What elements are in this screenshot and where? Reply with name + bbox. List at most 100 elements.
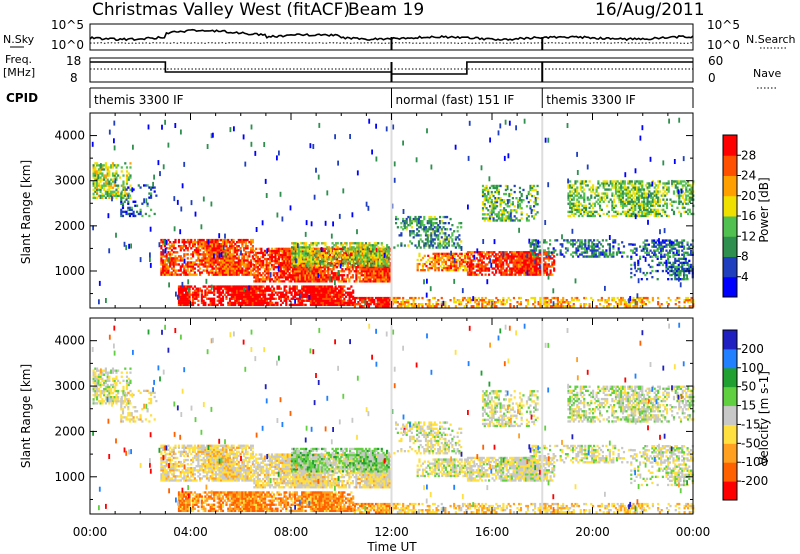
- power-cell: [115, 176, 118, 179]
- power-cell: [536, 255, 539, 258]
- power-cell: [223, 243, 226, 246]
- power-cell: [337, 274, 340, 277]
- power-cell: [312, 248, 315, 251]
- power-cell: [225, 245, 228, 248]
- power-cell: [353, 266, 356, 269]
- power-cell: [120, 190, 123, 193]
- power-cell: [348, 268, 351, 271]
- power-cell: [311, 276, 314, 279]
- power-cell: [103, 186, 106, 189]
- power-cell: [223, 251, 226, 254]
- power-cell: [340, 250, 343, 253]
- power-cell: [256, 274, 259, 277]
- power-cell: [220, 245, 223, 248]
- power-cell: [321, 272, 325, 275]
- power-cell: [111, 192, 115, 196]
- power-cell: [236, 269, 239, 272]
- power-cell: [593, 196, 596, 199]
- power-cell: [174, 255, 177, 258]
- power-cell: [576, 190, 579, 193]
- power-cell: [237, 257, 240, 260]
- power-cell: [576, 180, 579, 183]
- power-cell: [185, 253, 188, 256]
- power-cell: [496, 253, 499, 256]
- power-cell: [612, 255, 615, 258]
- power-cell: [250, 259, 253, 262]
- power-cell: [106, 174, 109, 177]
- power-cell: [349, 244, 352, 247]
- power-cell: [260, 274, 263, 277]
- freq-label-line1: Freq.: [5, 53, 32, 66]
- power-cell: [179, 247, 182, 250]
- power-cell: [614, 241, 617, 244]
- power-cell: [340, 254, 343, 257]
- power-cell: [321, 247, 325, 251]
- power-cell: [366, 250, 369, 253]
- power-cell: [243, 253, 246, 256]
- power-cell: [337, 247, 340, 251]
- power-cell: [223, 269, 226, 272]
- power-cell: [490, 192, 493, 196]
- power-cell: [317, 264, 320, 267]
- power-cell: [200, 247, 203, 250]
- power-cell: [108, 182, 111, 185]
- power-cell: [338, 256, 341, 259]
- power-cell: [511, 201, 514, 204]
- power-cell: [377, 250, 380, 253]
- power-cell: [418, 254, 421, 258]
- power-cell: [343, 299, 346, 302]
- power-cell: [382, 250, 385, 253]
- power-cell: [307, 274, 310, 277]
- power-cell: [327, 262, 331, 265]
- power-cell: [285, 272, 288, 275]
- power-cell: [202, 299, 205, 302]
- power-cell: [170, 259, 174, 262]
- power-cell: [285, 270, 288, 273]
- power-cell: [350, 264, 353, 267]
- power-cell: [223, 263, 226, 266]
- power-cell: [617, 243, 620, 246]
- power-cell: [230, 245, 233, 248]
- power-cell: [202, 238, 205, 242]
- power-cell: [204, 247, 207, 250]
- power-cell: [373, 248, 376, 251]
- power-cell: [487, 188, 490, 192]
- power-cell: [255, 264, 258, 267]
- power-cell: [263, 251, 267, 255]
- power-cell: [283, 251, 286, 255]
- power-cell: [585, 208, 588, 212]
- power-cell: [169, 259, 172, 262]
- power-cell: [139, 212, 142, 216]
- power-cell: [258, 264, 261, 267]
- power-cell: [220, 301, 223, 305]
- power-cell: [306, 274, 309, 277]
- power-cell: [120, 192, 123, 195]
- power-cell: [200, 259, 203, 262]
- power-cell: [263, 268, 267, 271]
- power-cell: [286, 253, 289, 257]
- power-cell: [299, 264, 302, 267]
- power-cell: [221, 289, 225, 292]
- power-cell: [440, 236, 443, 239]
- power-cell: [274, 297, 277, 300]
- power-cell: [188, 243, 191, 246]
- power-cell: [606, 212, 609, 216]
- power-cell: [417, 244, 421, 247]
- power-cell: [412, 232, 415, 235]
- power-cell: [236, 253, 239, 256]
- power-cell: [553, 263, 556, 266]
- power-cell: [269, 299, 272, 302]
- power-cell: [244, 251, 247, 254]
- power-cell: [281, 259, 284, 263]
- power-cell: [139, 208, 142, 212]
- power-cell: [202, 253, 205, 256]
- power-cell: [246, 259, 249, 262]
- power-cell: [211, 271, 214, 274]
- power-cell: [244, 265, 247, 268]
- power-cell: [244, 267, 247, 270]
- power-cell: [185, 245, 188, 248]
- power-cell: [110, 194, 113, 198]
- power-cell: [155, 194, 158, 197]
- power-cell: [104, 180, 107, 183]
- power-cell: [97, 188, 100, 191]
